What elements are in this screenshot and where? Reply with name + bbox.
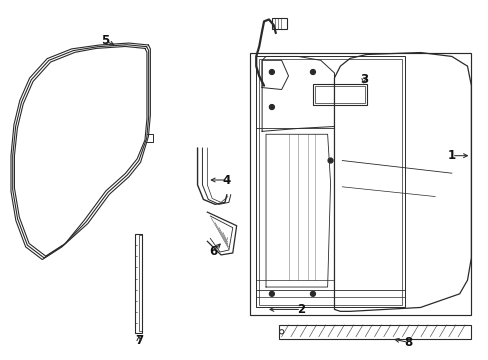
Text: 8: 8 [404,336,412,349]
Text: 1: 1 [447,149,455,162]
Bar [312,84,366,105]
Circle shape [310,69,315,75]
Bar [135,234,142,333]
Bar [139,235,142,331]
Bar [250,53,470,315]
Circle shape [327,158,332,163]
Text: 7: 7 [135,334,142,347]
Circle shape [310,291,315,296]
Bar [278,325,470,339]
Text: 4: 4 [223,174,230,186]
Bar [256,57,404,307]
Text: 2: 2 [297,303,305,316]
Text: 5: 5 [102,34,109,48]
Text: 6: 6 [209,244,217,257]
Bar [259,59,401,305]
Bar [314,86,364,103]
Circle shape [269,69,274,75]
Bar [271,18,286,29]
Circle shape [269,291,274,296]
Circle shape [269,105,274,109]
Text: 3: 3 [359,73,367,86]
